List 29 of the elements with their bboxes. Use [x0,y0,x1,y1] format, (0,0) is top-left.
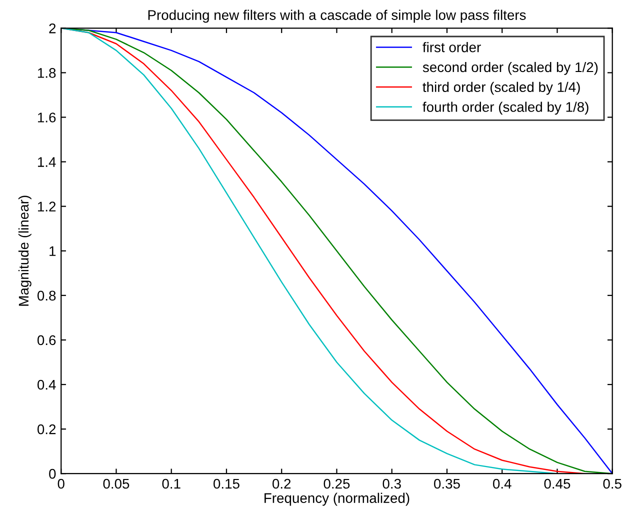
x-tick-label: 0.35 [434,478,460,489]
legend-label: second order (scaled by 1/2) [422,62,598,75]
x-tick-label: 0.1 [162,478,180,489]
y-axis-title: Magnitude (linear) [18,196,32,306]
legend-label: first order [422,42,481,52]
y-tick-label: 0.4 [37,380,56,390]
y-tick-label: 2 [49,23,56,34]
y-tick-label: 0.6 [37,335,56,346]
y-tick-label: 0.8 [37,290,56,301]
y-tick-label: 1 [50,246,56,256]
y-tick-label: 1.4 [38,157,56,167]
y-tick-label: 1.8 [38,68,56,78]
legend-label: fourth order (scaled by 1/8) [422,102,588,115]
x-axis-title: Frequency (normalized) [264,492,410,506]
x-tick-label: 0.25 [324,478,350,489]
x-tick-label: 0.15 [214,478,240,489]
y-tick-label: 1.6 [38,112,56,122]
legend-label: third order (scaled by 1/4) [422,82,580,95]
x-tick-label: 0 [58,478,64,489]
x-tick-label: 0.45 [544,478,570,489]
y-tick-label: 0 [49,468,56,479]
x-tick-label: 0.4 [493,478,512,489]
y-tick-label: 1.2 [38,202,56,212]
x-tick-label: 0.5 [603,478,622,489]
chart-title: Producing new filters with a cascade of simple low pass filters [148,10,526,23]
x-tick-label: 0.05 [103,478,130,489]
x-tick-label: 0.3 [382,478,401,489]
x-tick-label: 0.2 [272,478,291,489]
y-tick-label: 0.2 [37,424,56,434]
